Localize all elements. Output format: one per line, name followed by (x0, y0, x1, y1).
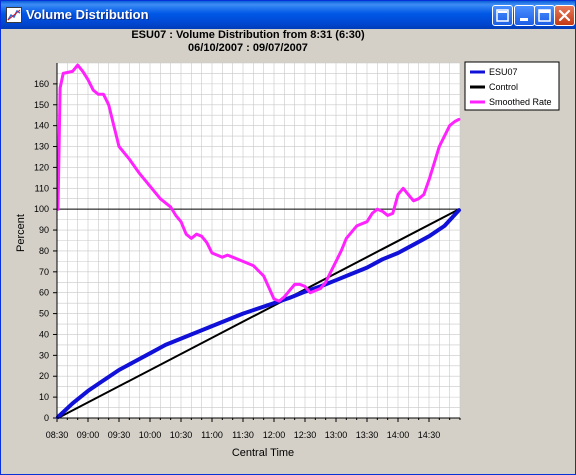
legend-label: ESU07 (489, 67, 518, 77)
esu07-line (56, 208, 461, 419)
x-tick-label: 14:30 (418, 430, 441, 440)
x-tick-label: 08:30 (46, 430, 69, 440)
help-button[interactable] (492, 5, 513, 26)
y-tick-label: 90 (39, 225, 49, 235)
title-bar[interactable]: Volume Distribution (1, 1, 575, 29)
plot-frame (56, 63, 460, 419)
y-tick-label: 50 (39, 309, 49, 319)
x-tick-label: 11:00 (201, 430, 223, 440)
control-line (57, 208, 460, 419)
close-icon (558, 9, 571, 22)
y-tick-label: 70 (39, 267, 49, 277)
legend-label: Control (489, 82, 518, 92)
y-tick-label: 80 (39, 246, 49, 256)
y-tick-label: 150 (34, 100, 49, 110)
y-tick-label: 0 (44, 413, 49, 423)
x-axis-label: Central Time (232, 447, 294, 459)
x-tick-label: 13:30 (356, 430, 379, 440)
volume-distribution-chart: ESU07 : Volume Distribution from 8:31 (6… (15, 29, 560, 459)
y-tick-label: 40 (39, 329, 49, 339)
y-tick-label: 110 (35, 183, 49, 193)
minimize-button[interactable] (514, 5, 535, 26)
close-button[interactable] (554, 5, 575, 26)
y-tick-label: 60 (39, 288, 49, 298)
x-tick-label: 10:00 (139, 430, 162, 440)
y-tick-label: 160 (34, 79, 49, 89)
x-tick-label: 12:30 (294, 430, 317, 440)
legend-label: Smoothed Rate (489, 97, 552, 107)
x-tick-label: 10:30 (170, 430, 193, 440)
y-tick-label: 10 (39, 392, 49, 402)
chart-subtitle: 06/10/2007 : 09/07/2007 (188, 42, 308, 54)
smoothed-rate-line (56, 63, 461, 303)
y-tick-label: 140 (34, 121, 49, 131)
x-tick-label: 09:00 (77, 430, 100, 440)
maximize-button[interactable] (534, 5, 555, 26)
y-axis-label: Percent (15, 214, 27, 252)
chart-area: ESU07 : Volume Distribution from 8:31 (6… (4, 29, 572, 472)
y-tick-label: 30 (39, 350, 49, 360)
y-tick-label: 120 (34, 162, 49, 172)
y-tick-label: 100 (34, 204, 49, 214)
app-chart-icon (6, 7, 22, 23)
x-tick-label: 12:00 (263, 430, 286, 440)
minimize-icon (520, 18, 528, 21)
y-tick-label: 20 (39, 371, 49, 381)
y-axis-ticks: 0 10 20 30 40 50 60 70 80 90 100 110 120 130 140 150 160 (34, 79, 57, 423)
y-tick-label: 130 (34, 142, 49, 152)
legend: ESU07 Control Smoothed Rate (464, 61, 560, 111)
window-title: Volume Distribution (26, 7, 149, 22)
x-axis-ticks: 08:30 09:00 09:30 10:00 10:30 11:00 11:30 12:00… (46, 418, 461, 440)
chart-title: ESU07 : Volume Distribution from 8:31 (6… (131, 29, 365, 41)
x-tick-label: 11:30 (232, 430, 254, 440)
x-tick-label: 09:30 (108, 430, 131, 440)
maximize-icon (538, 9, 551, 22)
series-lines (56, 63, 461, 419)
x-tick-label: 13:00 (325, 430, 348, 440)
help-icon (496, 9, 509, 22)
x-tick-label: 14:00 (387, 430, 410, 440)
